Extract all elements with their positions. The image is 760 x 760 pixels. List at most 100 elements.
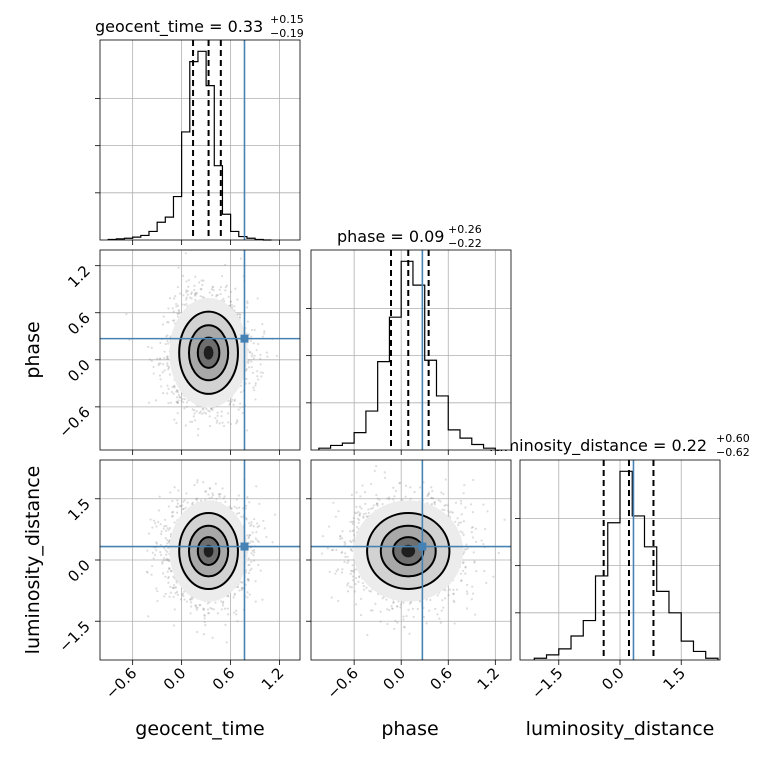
- scatter-point: [164, 537, 167, 540]
- scatter-point: [235, 422, 238, 425]
- joint-panel-geocent-time-vs-phase: −0.6 0.0 0.6 1.2: [55, 249, 301, 455]
- scatter-point: [166, 355, 169, 358]
- scatter-point: [357, 580, 360, 583]
- scatter-point: [195, 292, 199, 295]
- contour-line: [178, 310, 239, 395]
- scatter-point: [233, 399, 236, 403]
- scatter-point: [163, 518, 167, 521]
- scatter-point: [404, 495, 407, 498]
- scatter-point: [330, 548, 334, 552]
- scatter-point: [152, 372, 155, 375]
- scatter-point: [218, 495, 221, 498]
- scatter-point: [180, 593, 184, 596]
- scatter-point: [196, 478, 199, 482]
- scatter-point: [426, 493, 430, 496]
- scatter-point: [245, 367, 248, 371]
- scatter-point: [261, 371, 265, 374]
- scatter-point: [194, 294, 197, 297]
- scatter-point: [340, 551, 344, 554]
- scatter-point: [161, 371, 164, 374]
- scatter-point: [150, 346, 153, 349]
- scatter-point: [219, 292, 222, 296]
- scatter-point: [183, 499, 186, 502]
- scatter-point: [206, 602, 209, 605]
- scatter-point: [160, 385, 163, 388]
- scatter-point: [195, 606, 198, 609]
- scatter-point: [185, 296, 188, 299]
- scatter-point: [152, 519, 156, 522]
- scatter-point: [208, 601, 211, 604]
- scatter-point: [162, 527, 165, 530]
- x-tick-label: −0.6: [323, 664, 361, 702]
- contour-line: [196, 536, 221, 566]
- scatter-point: [202, 633, 205, 636]
- scatter-point: [198, 604, 201, 607]
- scatter-point: [250, 521, 253, 524]
- scatter-point: [246, 302, 249, 305]
- scatter-point: [261, 598, 264, 601]
- scatter-point: [339, 537, 342, 540]
- scatter-point: [359, 495, 362, 498]
- scatter-point: [439, 621, 442, 624]
- scatter-point: [166, 339, 169, 343]
- scatter-point: [447, 594, 450, 597]
- scatter-point: [190, 291, 193, 294]
- scatter-point: [165, 335, 168, 338]
- scatter-point: [253, 328, 256, 332]
- scatter-point: [222, 297, 225, 300]
- scatter-point: [352, 579, 355, 582]
- title-luminosity-distance-plus: +0.60: [716, 432, 750, 445]
- scatter-point: [202, 607, 205, 610]
- scatter-point: [170, 390, 173, 394]
- scatter-point: [462, 561, 465, 564]
- scatter-point: [202, 481, 205, 484]
- scatter-point: [248, 382, 251, 385]
- scatter-point: [238, 589, 241, 592]
- scatter-point: [403, 625, 406, 629]
- scatter-point: [174, 586, 178, 589]
- x-tick-label: 0.0: [598, 664, 628, 694]
- scatter-point: [159, 362, 162, 365]
- scatter-point: [196, 606, 199, 609]
- scatter-point: [361, 484, 364, 487]
- y-tick-label: 0.0: [64, 556, 94, 586]
- scatter-point: [358, 575, 361, 578]
- scatter-point: [246, 496, 249, 499]
- scatter-point: [190, 605, 193, 608]
- scatter-point: [252, 386, 255, 389]
- title-geocent-time-minus: −0.19: [270, 27, 304, 40]
- scatter-point: [166, 542, 169, 545]
- scatter-point: [173, 386, 176, 389]
- x-tick-label: 1.2: [474, 664, 504, 694]
- scatter-point: [235, 498, 238, 501]
- x-tick-label: 0.6: [426, 664, 456, 694]
- scatter-point: [464, 506, 467, 509]
- scatter-point: [334, 572, 337, 575]
- scatter-point: [444, 503, 448, 507]
- scatter-point: [459, 572, 462, 575]
- scatter-point: [164, 529, 168, 532]
- scatter-point: [396, 605, 399, 608]
- scatter-point: [158, 357, 161, 361]
- scatter-point: [456, 517, 459, 520]
- scatter-point: [359, 512, 362, 515]
- scatter-point: [190, 297, 193, 300]
- scatter-point: [259, 371, 262, 374]
- scatter-point: [150, 564, 154, 568]
- scatter-point: [351, 539, 355, 542]
- scatter-point: [210, 407, 213, 410]
- scatter-point: [173, 384, 176, 388]
- scatter-point: [350, 548, 353, 552]
- scatter-point: [151, 551, 154, 554]
- scatter-point: [166, 355, 169, 358]
- scatter-point: [386, 497, 389, 500]
- scatter-point: [457, 523, 460, 527]
- scatter-point: [369, 507, 373, 510]
- scatter-point: [186, 293, 189, 296]
- scatter-point: [224, 500, 227, 504]
- scatter-point: [465, 590, 469, 593]
- scatter-point: [205, 412, 208, 415]
- scatter-point: [258, 524, 261, 527]
- scatter-point: [249, 351, 252, 354]
- scatter-point: [330, 596, 333, 599]
